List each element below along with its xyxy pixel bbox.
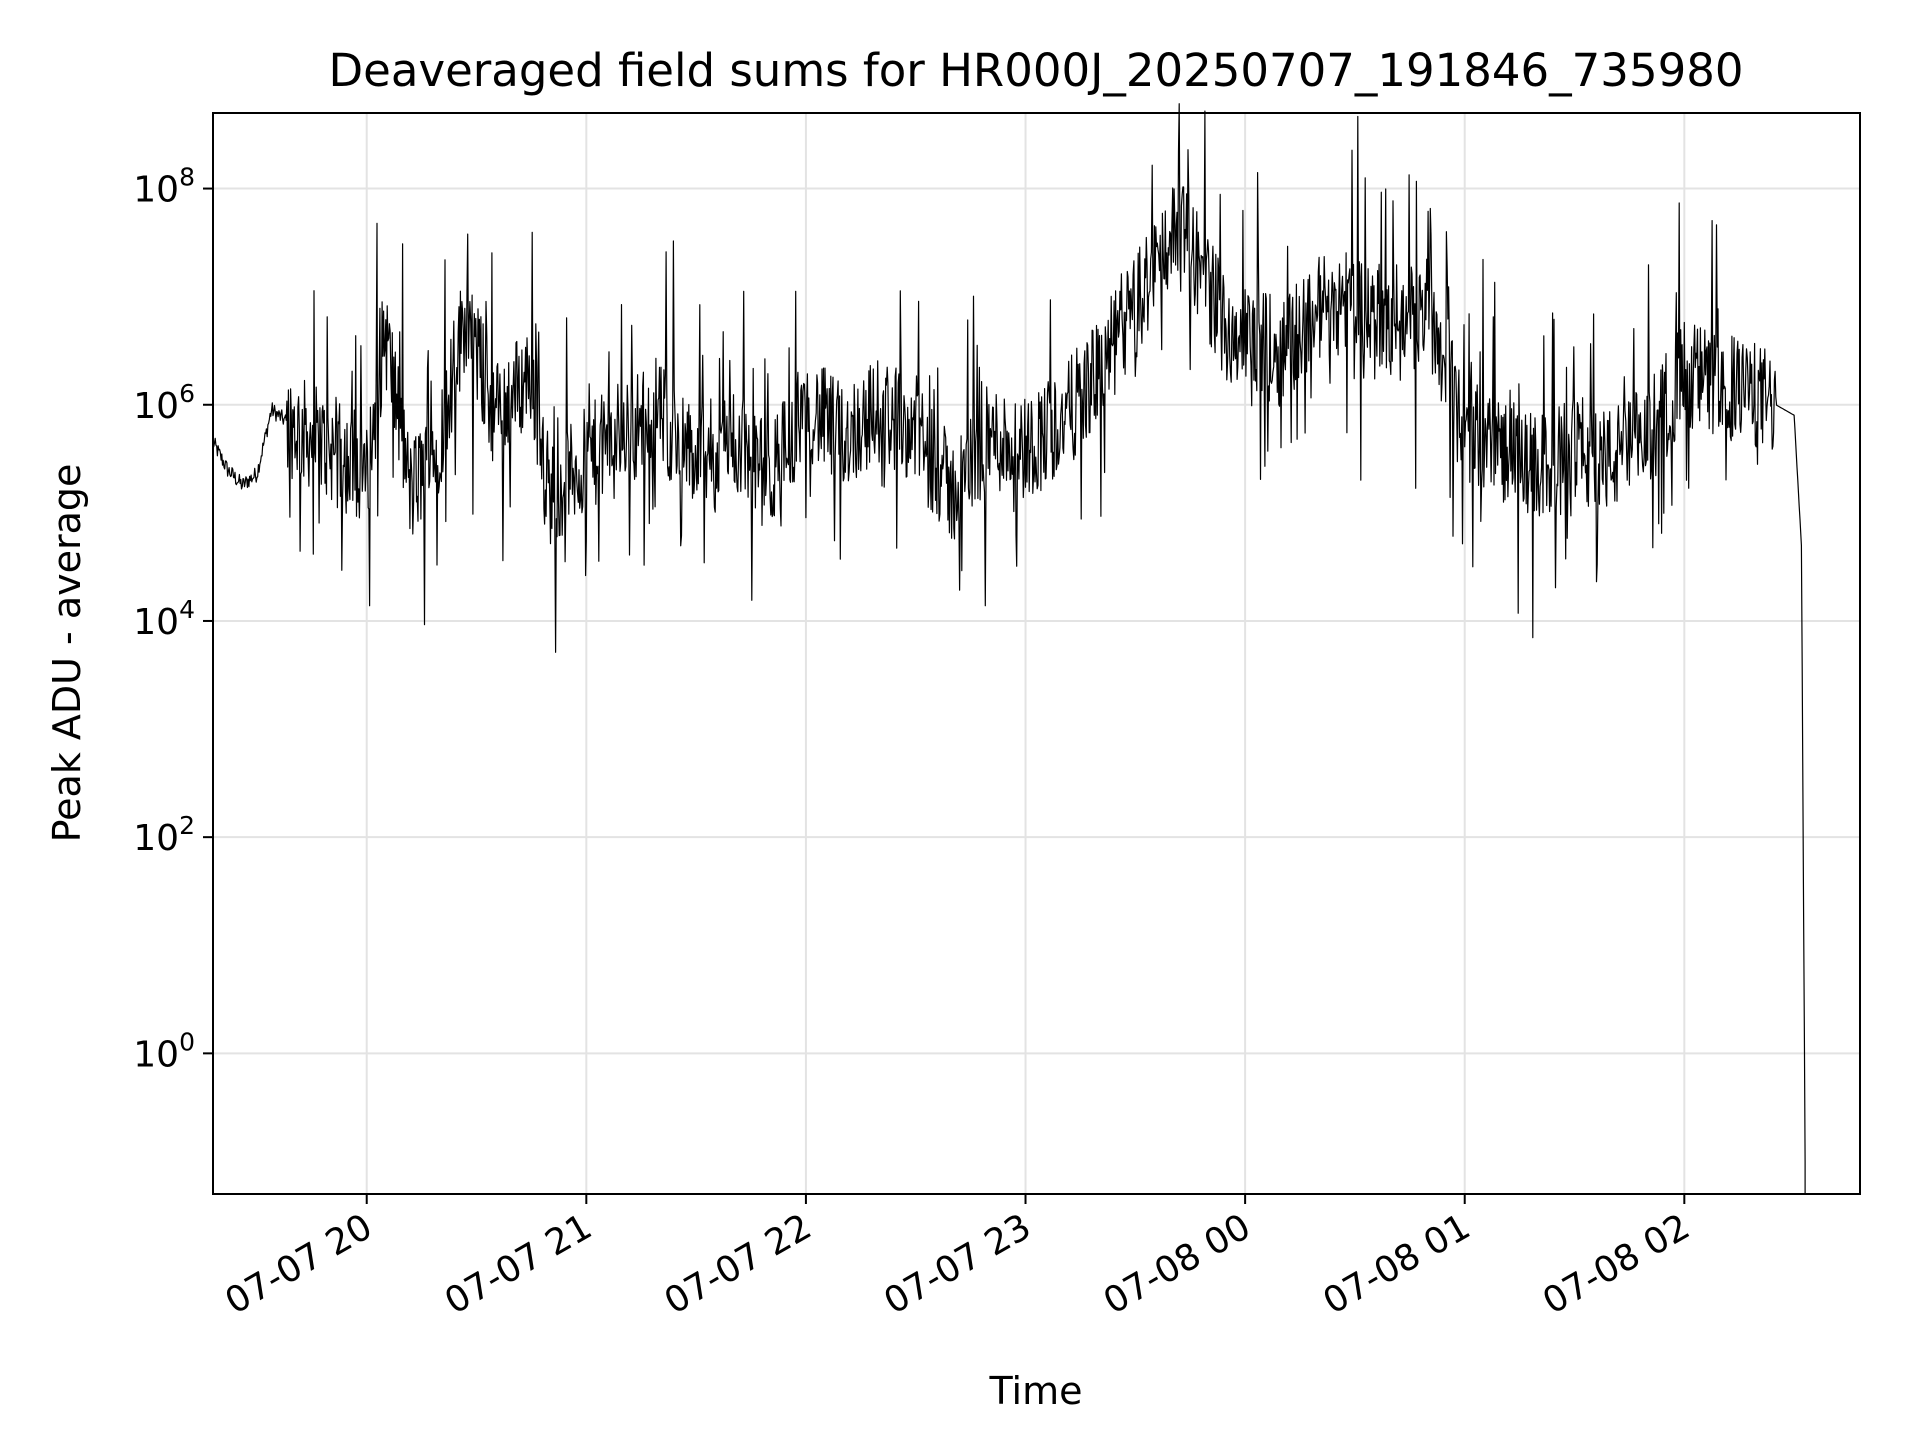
y-tick-label: 100: [133, 1027, 195, 1075]
y-tick-label: 104: [133, 595, 195, 643]
y-axis-label: Peak ADU - average: [45, 464, 89, 843]
y-tick-base: 10: [133, 1034, 179, 1075]
y-tick-label: 102: [133, 811, 195, 859]
y-tick-exponent: 2: [179, 811, 195, 840]
y-tick-exponent: 8: [179, 163, 195, 192]
grid: [213, 113, 1860, 1194]
series-line-0: [212, 103, 1806, 1194]
y-tick-exponent: 4: [179, 595, 195, 624]
series-layer: [212, 103, 1806, 1194]
x-axis-label: Time: [989, 1369, 1083, 1413]
chart-title: Deaveraged field sums for HR000J_2025070…: [329, 44, 1744, 97]
y-tick-exponent: 6: [179, 379, 195, 408]
y-tick-label: 108: [133, 163, 195, 211]
y-tick-base: 10: [133, 818, 179, 859]
y-tick-label: 106: [133, 379, 195, 427]
y-tick-base: 10: [133, 386, 179, 427]
plot-frame: [212, 112, 1861, 1195]
y-tick-base: 10: [133, 170, 179, 211]
y-tick-base: 10: [133, 602, 179, 643]
y-tick-exponent: 0: [179, 1027, 195, 1056]
